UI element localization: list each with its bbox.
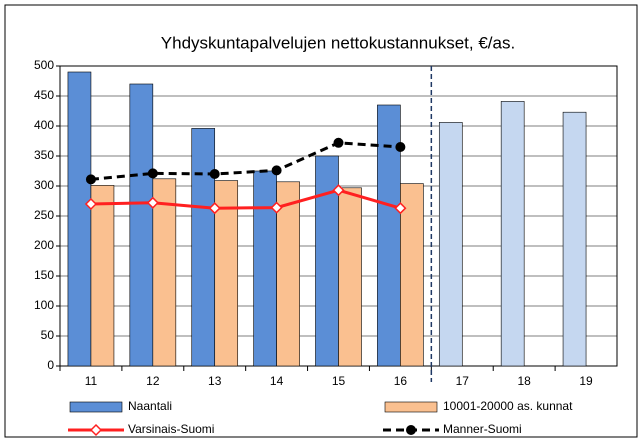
bar [400,183,424,367]
x-tick-label: 13 [208,374,222,388]
x-tick-label: 14 [270,374,284,388]
bar [67,71,92,367]
marker [208,202,221,215]
marker [395,142,406,152]
bar [500,101,525,367]
y-tick-label: 250 [34,208,54,222]
y-tick-label: 450 [34,88,54,102]
marker [406,425,416,435]
x-tick-label: 11 [85,374,98,388]
y-tick-label: 100 [34,298,54,312]
y-tick-label: 400 [34,118,54,132]
x-tick-label: 12 [146,374,160,388]
marker [89,423,103,437]
line [90,141,401,181]
marker [146,196,159,209]
legend-label: Varsinais-Suomi [128,422,214,436]
y-tick-label: 500 [34,58,54,72]
bar [152,178,177,367]
y-tick-label: 150 [34,268,54,282]
marker [85,174,96,185]
marker [270,201,283,214]
y-tick-label: 200 [34,238,54,252]
y-tick-label: 300 [34,178,54,192]
marker [394,202,407,215]
legend-label: Manner-Suomi [443,422,522,436]
marker [333,137,344,148]
legend-label: Naantali [128,399,172,413]
bar [214,180,239,367]
bar [438,122,463,367]
marker [147,168,158,179]
x-tick-label: 16 [394,374,408,388]
y-tick-label: 350 [34,148,54,162]
y-tick-label: 50 [41,328,55,342]
x-tick-label: 19 [579,374,593,388]
x-tick-label: 15 [332,374,346,388]
marker [209,169,220,179]
bar [253,170,277,367]
x-tick-label: 17 [456,374,470,388]
legend-swatch [384,401,438,413]
bar [276,181,300,367]
y-tick-label: 0 [47,358,54,372]
marker [84,197,98,211]
bar [562,111,587,367]
legend-label: 10001-20000 as. kunnat [443,399,573,413]
marker [271,165,282,176]
bar [338,187,362,367]
chart-title: Yhdyskuntapalvelujen nettokustannukset, … [161,33,515,52]
bar [191,128,216,367]
marker [332,184,345,197]
line [90,188,401,210]
bar [315,155,339,367]
bar [129,83,154,367]
legend-swatch [69,401,123,413]
x-tick-label: 18 [517,374,531,388]
bar [90,185,115,367]
